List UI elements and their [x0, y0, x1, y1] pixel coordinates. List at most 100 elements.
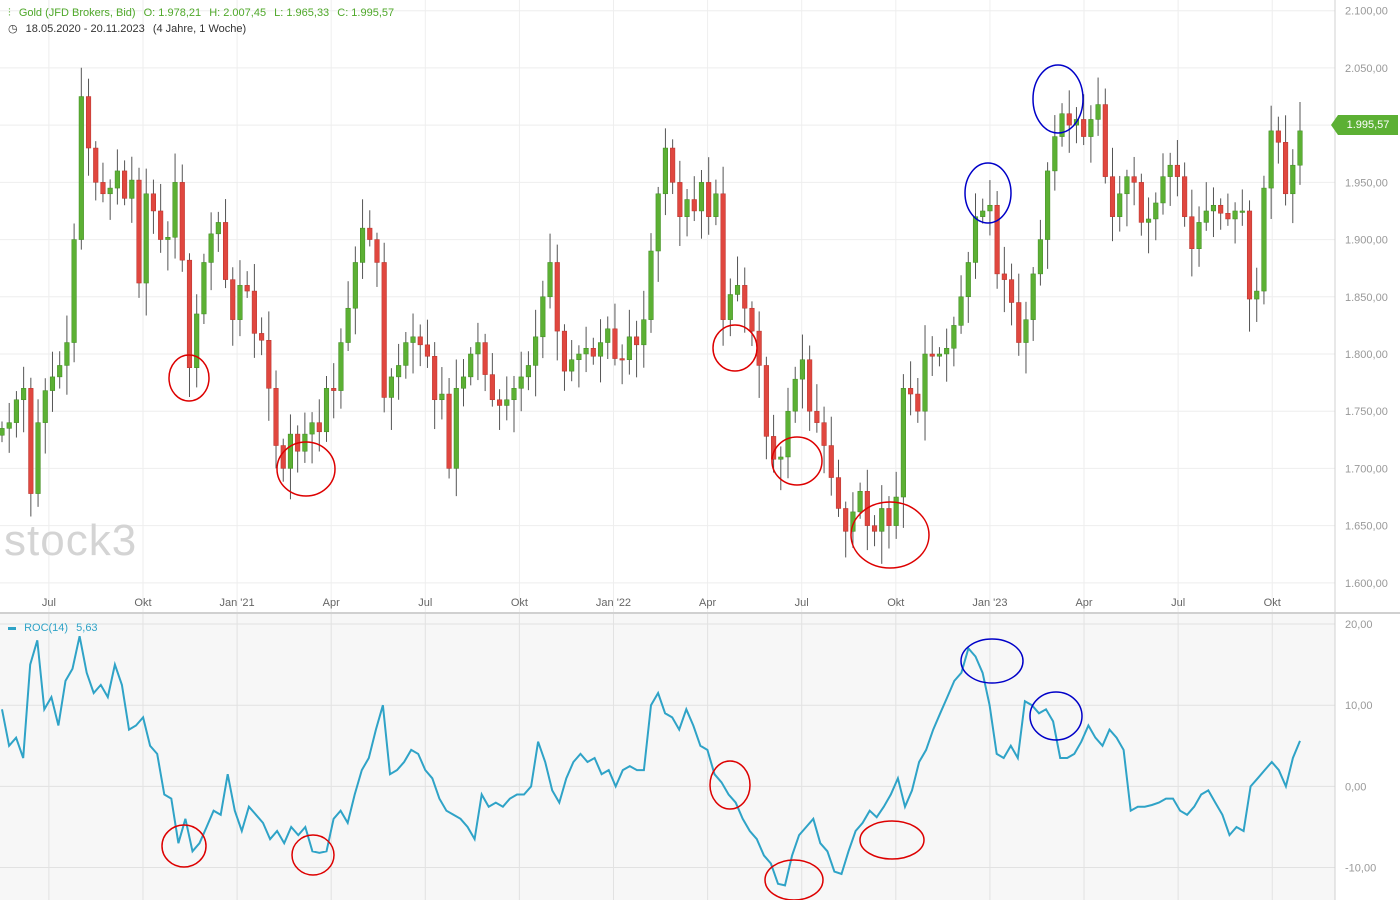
candle-body	[410, 336, 416, 343]
roc-axis-labels: -10,00 0,00 10,00 20,00	[1345, 619, 1376, 874]
candle-body	[230, 279, 236, 320]
open-value: O: 1.978,21	[143, 7, 202, 19]
candle-body	[511, 388, 517, 401]
candle-body	[583, 348, 589, 355]
candle-body	[1081, 119, 1087, 137]
candle-body	[1131, 176, 1137, 183]
candle-body	[1261, 187, 1267, 292]
candle-body	[850, 511, 856, 532]
price-tick-label: 1.900,00	[1345, 235, 1388, 247]
time-axis-labels: Jul Okt Jan '21 Apr Jul Okt Jan '22 Apr Jul Okt Ja…	[42, 597, 1281, 609]
candle-body	[1153, 202, 1159, 220]
candle-body	[453, 388, 459, 469]
candle-body	[497, 399, 503, 406]
red-annotation-circle	[764, 859, 824, 900]
candle-body	[778, 456, 784, 460]
candle-body	[1182, 176, 1188, 217]
candle-body	[900, 388, 906, 498]
candle-body	[569, 359, 575, 372]
blue-annotation-circle	[960, 638, 1024, 684]
candle-body	[944, 348, 950, 355]
price-tick-label: 1.650,00	[1345, 521, 1388, 533]
red-annotation-circle	[859, 820, 925, 860]
candle-body	[670, 147, 676, 183]
candle-body	[1088, 119, 1094, 137]
candle-body	[634, 336, 640, 346]
candle-body	[114, 170, 120, 189]
instrument-header: ⫶ Gold (JFD Brokers, Bid) O: 1.978,21 H:…	[8, 6, 399, 20]
roc-legend[interactable]: ROC(14) 5,63	[8, 622, 103, 634]
candle-body	[1203, 210, 1209, 223]
candle-body	[1297, 130, 1303, 166]
price-tick-label: 1.950,00	[1345, 177, 1388, 189]
candle-body	[1167, 164, 1173, 177]
candle-body	[1109, 176, 1116, 217]
candle-body	[821, 422, 827, 446]
candle-body	[871, 525, 878, 532]
candle-body	[533, 336, 539, 366]
candle-body	[42, 390, 48, 423]
candle-body	[706, 182, 712, 217]
candle-body	[1124, 176, 1130, 195]
roc-grid	[0, 614, 1335, 900]
candle-body	[742, 285, 748, 309]
candle-body	[994, 204, 1000, 275]
candle-body	[1023, 319, 1029, 343]
candle-body	[374, 239, 380, 263]
time-tick-label: Jul	[418, 597, 432, 609]
candle-body	[807, 359, 813, 412]
candle-body	[367, 227, 373, 240]
candle-body	[460, 376, 467, 389]
candle-body	[1052, 136, 1058, 172]
candle-body	[78, 96, 84, 240]
candle-body	[122, 170, 128, 199]
candle-body	[338, 342, 344, 391]
candle-body	[929, 353, 935, 357]
candlestick-series	[0, 67, 1303, 564]
annotation-circles	[161, 64, 1084, 900]
candle-body	[1045, 170, 1051, 240]
candle-body	[1001, 273, 1007, 280]
candle-body	[915, 393, 921, 412]
candle-body	[958, 296, 964, 326]
price-tick-label: 2.050,00	[1345, 63, 1388, 75]
price-tick-label: 2.100,00	[1345, 6, 1388, 18]
candle-body	[843, 508, 849, 532]
candle-body	[381, 262, 387, 398]
time-tick-label: Jul	[42, 597, 56, 609]
candle-body	[1239, 210, 1245, 213]
candle-body	[316, 422, 322, 433]
candle-body	[482, 342, 488, 375]
candle-body	[323, 388, 330, 433]
candle-body	[143, 193, 149, 284]
candle-body	[590, 348, 596, 357]
candle-body	[208, 233, 214, 263]
candle-body	[215, 222, 221, 235]
red-annotation-circle	[291, 834, 335, 876]
candle-body	[1268, 130, 1274, 189]
candle-body	[893, 496, 899, 526]
candle-body	[1095, 104, 1101, 120]
candle-body	[727, 294, 733, 320]
candle-body	[561, 330, 568, 372]
candle-body	[504, 399, 510, 406]
candle-body	[1189, 216, 1195, 249]
candle-body	[237, 285, 243, 320]
price-tick-label: 1.850,00	[1345, 292, 1388, 304]
candle-body	[489, 374, 495, 401]
candle-body	[165, 237, 171, 240]
candle-body	[194, 313, 200, 368]
candle-body	[1290, 164, 1296, 195]
candle-body	[287, 433, 293, 469]
candle-body	[309, 422, 315, 435]
candle-body	[626, 336, 632, 360]
candle-body	[35, 422, 41, 494]
candle-body	[251, 290, 257, 334]
roc-tick-label: 10,00	[1345, 700, 1373, 712]
roc-line	[1, 635, 1301, 887]
candle-body	[1066, 113, 1072, 126]
candle-body	[857, 491, 863, 513]
candle-body	[417, 336, 423, 346]
candle-body	[136, 179, 142, 284]
